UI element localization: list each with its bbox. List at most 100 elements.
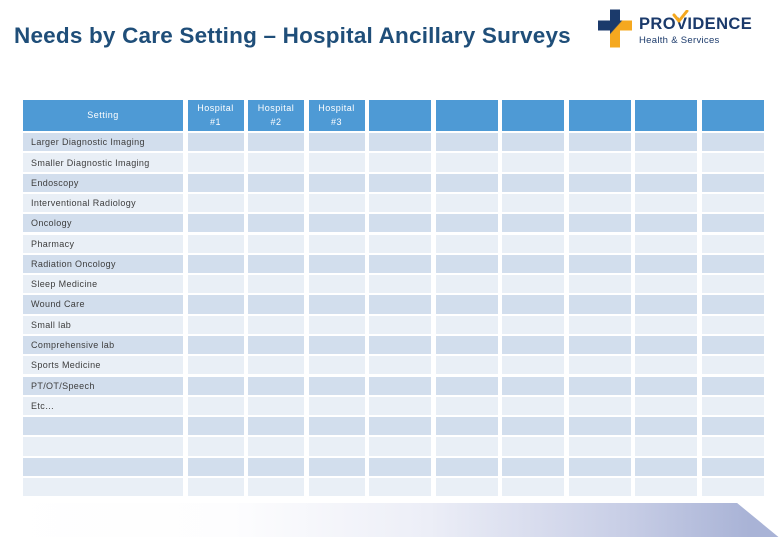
data-cell: [635, 457, 698, 476]
data-cell: [248, 254, 304, 273]
data-cell: [369, 254, 432, 273]
data-cell: [568, 396, 631, 415]
data-cell: [502, 295, 565, 314]
data-cell: [635, 477, 698, 497]
data-cell: [248, 234, 304, 253]
data-cell: [635, 214, 698, 233]
data-cell: [701, 417, 764, 436]
data-cell: [248, 356, 304, 375]
data-cell: [187, 356, 244, 375]
data-cell: [435, 376, 498, 395]
row-label-cell: Sports Medicine: [23, 356, 183, 375]
data-cell: [308, 275, 365, 294]
data-cell: [187, 417, 244, 436]
data-cell: [635, 295, 698, 314]
logo-tagline: Health & Services: [639, 34, 720, 46]
data-cell: [308, 153, 365, 172]
data-cell: [568, 214, 631, 233]
needs-table: Setting Hospital #1 Hospital #2 Hospital #3…: [23, 100, 764, 497]
data-cell: [568, 254, 631, 273]
data-cell: [248, 153, 304, 172]
data-cell: [369, 315, 432, 334]
row-label-cell: Pharmacy: [23, 234, 183, 253]
data-cell: [502, 376, 565, 395]
data-cell: [308, 133, 365, 152]
data-cell: [369, 437, 432, 456]
data-cell: [502, 356, 565, 375]
data-cell: [187, 194, 244, 213]
data-cell: [701, 315, 764, 334]
data-cell: [248, 173, 304, 192]
data-cell: [635, 376, 698, 395]
data-cell: [635, 417, 698, 436]
data-cell: [568, 315, 631, 334]
data-cell: [502, 417, 565, 436]
data-cell: [701, 153, 764, 172]
header-cell: Hospital #3: [308, 100, 365, 131]
data-cell: [502, 396, 565, 415]
data-cell: [308, 315, 365, 334]
data-cell: [308, 457, 365, 476]
data-cell: [435, 214, 498, 233]
data-cell: [502, 214, 565, 233]
data-cell: [635, 234, 698, 253]
data-cell: [308, 396, 365, 415]
data-cell: [248, 477, 304, 497]
data-cell: [369, 457, 432, 476]
data-cell: [187, 173, 244, 192]
header-cell: [701, 100, 764, 131]
logo-text-block: PROVIDENCE Health & Services: [639, 7, 752, 46]
data-cell: [248, 214, 304, 233]
data-cell: [308, 173, 365, 192]
data-cell: [701, 356, 764, 375]
providence-check-icon: [672, 10, 689, 23]
data-cell: [369, 214, 432, 233]
providence-cross-icon: [598, 9, 632, 48]
data-cell: [701, 376, 764, 395]
header-cell: Hospital #1: [187, 100, 244, 131]
data-cell: [187, 295, 244, 314]
data-cell: [568, 376, 631, 395]
data-cell: [502, 336, 565, 355]
row-label-cell: Etc…: [23, 396, 183, 415]
row-label-cell: Wound Care: [23, 295, 183, 314]
header-cell: Hospital #2: [248, 100, 304, 131]
data-cell: [568, 356, 631, 375]
data-cell: [187, 477, 244, 497]
data-cell: [701, 214, 764, 233]
data-cell: [248, 194, 304, 213]
data-cell: [701, 437, 764, 456]
data-cell: [635, 437, 698, 456]
data-cell: [435, 275, 498, 294]
data-cell: [308, 234, 365, 253]
data-cell: [635, 194, 698, 213]
data-cell: [568, 437, 631, 456]
row-label-cell: Small lab: [23, 315, 183, 334]
data-cell: [502, 275, 565, 294]
row-label-cell: Larger Diagnostic Imaging: [23, 133, 183, 152]
data-cell: [568, 173, 631, 192]
data-cell: [308, 437, 365, 456]
data-cell: [701, 396, 764, 415]
data-cell: [635, 336, 698, 355]
row-label-cell: [23, 437, 183, 456]
data-cell: [502, 254, 565, 273]
page-title: Needs by Care Setting – Hospital Ancilla…: [14, 23, 571, 49]
data-cell: [369, 133, 432, 152]
row-label-cell: Comprehensive lab: [23, 336, 183, 355]
data-cell: [435, 457, 498, 476]
data-cell: [635, 173, 698, 192]
data-cell: [502, 133, 565, 152]
data-cell: [435, 194, 498, 213]
data-cell: [701, 275, 764, 294]
header-cell: [435, 100, 498, 131]
data-cell: [248, 376, 304, 395]
data-cell: [701, 477, 764, 497]
data-cell: [701, 457, 764, 476]
row-label-cell: [23, 417, 183, 436]
data-cell: [187, 234, 244, 253]
data-cell: [568, 457, 631, 476]
row-label-cell: Oncology: [23, 214, 183, 233]
data-cell: [435, 356, 498, 375]
data-cell: [248, 417, 304, 436]
